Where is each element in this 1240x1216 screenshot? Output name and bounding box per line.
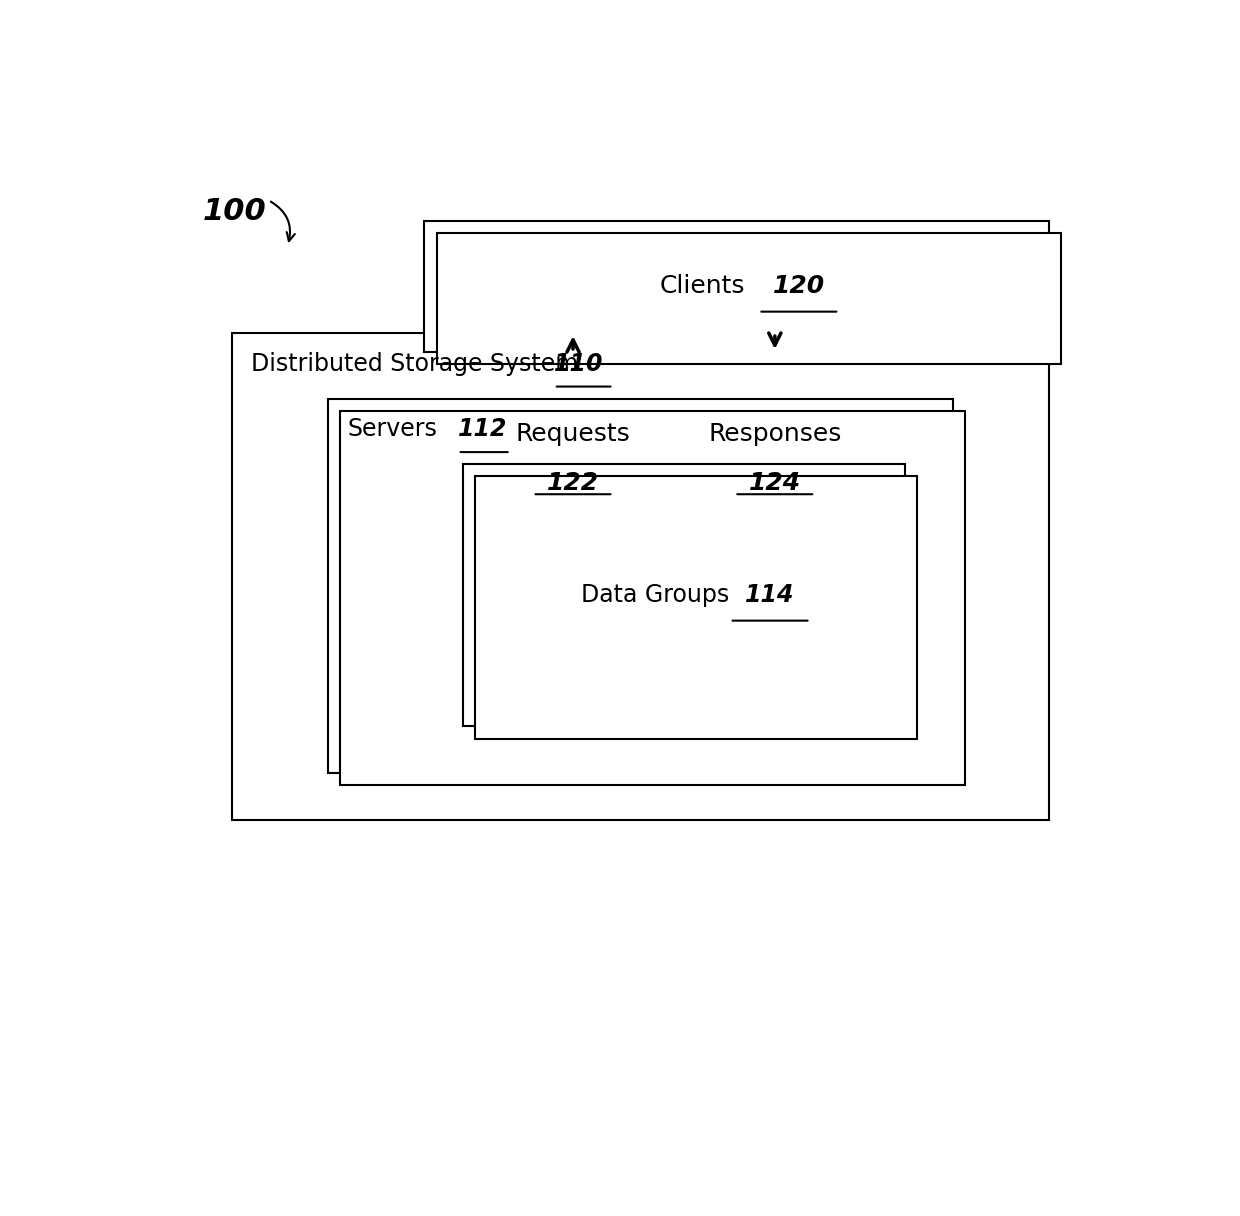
FancyBboxPatch shape — [327, 399, 952, 773]
Text: 100: 100 — [203, 197, 267, 226]
FancyBboxPatch shape — [463, 465, 905, 726]
Text: 124: 124 — [749, 471, 801, 495]
FancyArrowPatch shape — [270, 202, 295, 241]
Text: 112: 112 — [458, 417, 507, 441]
FancyBboxPatch shape — [341, 411, 965, 786]
Text: 110: 110 — [554, 351, 604, 376]
Text: Distributed Storage System: Distributed Storage System — [250, 351, 578, 376]
FancyBboxPatch shape — [436, 233, 1061, 364]
FancyBboxPatch shape — [475, 477, 918, 738]
FancyBboxPatch shape — [424, 221, 1049, 351]
FancyBboxPatch shape — [232, 333, 1049, 820]
Text: Clients: Clients — [660, 275, 745, 298]
Text: 120: 120 — [773, 275, 825, 298]
Text: Data Groups: Data Groups — [580, 584, 729, 607]
Text: Servers: Servers — [347, 417, 436, 441]
Text: 114: 114 — [745, 584, 795, 607]
Text: Requests: Requests — [516, 422, 630, 446]
Text: 122: 122 — [547, 471, 599, 495]
Text: Responses: Responses — [708, 422, 842, 446]
